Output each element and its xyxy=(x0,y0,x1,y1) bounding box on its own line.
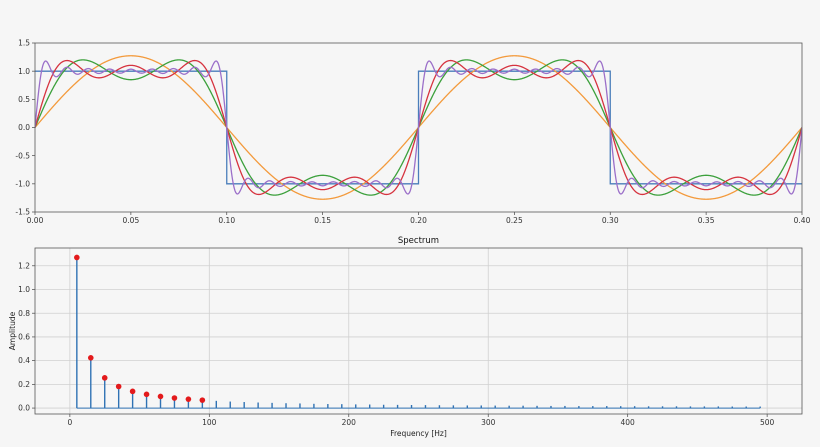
spectrum-y-tick-label: 1.2 xyxy=(18,261,30,270)
wave-y-tick-label: 0.0 xyxy=(18,123,30,132)
spectrum-x-tick-label: 400 xyxy=(621,418,636,427)
spectrum-peak-marker xyxy=(199,397,206,403)
wave-x-tick-label: 0.05 xyxy=(123,216,140,225)
spectrum-chart: Spectrum 0 100 200 300 400 500 0.0 0.2 0.4 0.6 0.8… xyxy=(8,236,803,438)
wave-x-tick-label: 0.00 xyxy=(27,216,44,225)
spectrum-frame xyxy=(34,247,803,415)
spectrum-x-tick-label: 100 xyxy=(202,418,217,427)
spectrum-plot-area xyxy=(35,248,802,414)
spectrum-grid xyxy=(35,248,802,414)
spectrum-peak-marker xyxy=(74,254,80,261)
wave-x-tick-label: 0.25 xyxy=(506,216,523,225)
spectrum-y-tick-label: 0.0 xyxy=(18,404,30,413)
spectrum-x-tick-label: 0 xyxy=(67,418,72,427)
spectrum-y-tick-label: 0.4 xyxy=(18,356,30,365)
spectrum-x-tick-label: 200 xyxy=(342,418,357,427)
wave-x-tick-label: 0.15 xyxy=(314,216,331,225)
wave-x-tick-label: 0.10 xyxy=(218,216,235,225)
spectrum-stems xyxy=(76,257,761,409)
spectrum-y-tick-label: 0.6 xyxy=(18,333,30,342)
spectrum-peak-marker xyxy=(185,396,192,402)
wave-x-tick-label: 0.40 xyxy=(794,216,811,225)
spectrum-ticks: 0 100 200 300 400 500 0.0 0.2 0.4 0.6 0.8 1.0 1.2 xyxy=(18,261,774,427)
wave-x-tick-label: 0.30 xyxy=(602,216,619,225)
wave-y-tick-label: -0.5 xyxy=(15,151,30,160)
wave-y-tick-label: 0.5 xyxy=(18,95,30,104)
spectrum-y-axis-label: Amplitude xyxy=(8,311,17,350)
spectrum-peak-marker xyxy=(87,354,94,361)
spectrum-peak-marker xyxy=(129,388,136,395)
wave-y-tick-label: 1.0 xyxy=(18,67,30,76)
spectrum-peak-marker xyxy=(157,393,164,400)
wave-y-tick-label: -1.0 xyxy=(15,179,30,188)
wave-y-tick-label: -1.5 xyxy=(15,208,30,217)
spectrum-title: Spectrum xyxy=(398,236,439,246)
waveform-series-group xyxy=(35,55,802,200)
spectrum-x-axis-label: Frequency [Hz] xyxy=(390,429,447,438)
waveform-ticks: 0.00 0.05 0.10 0.15 0.20 0.25 0.30 0.35 0.40 1.5 1… xyxy=(15,39,810,225)
spectrum-y-tick-label: 1.0 xyxy=(18,285,30,294)
wave-series-line-4 xyxy=(35,60,802,195)
wave-y-tick-label: 1.5 xyxy=(18,39,30,48)
spectrum-x-tick-label: 500 xyxy=(760,418,775,427)
spectrum-y-tick-label: 0.2 xyxy=(18,380,30,389)
wave-x-tick-label: 0.20 xyxy=(410,216,427,225)
spectrum-x-tick-label: 300 xyxy=(481,418,496,427)
wave-x-tick-label: 0.35 xyxy=(698,216,715,225)
spectrum-y-tick-label: 0.8 xyxy=(18,309,30,318)
spectrum-peak-marker xyxy=(171,395,178,401)
spectrum-peak-marker xyxy=(115,383,122,390)
spectrum-markers xyxy=(74,254,206,403)
spectrum-peak-marker xyxy=(101,375,108,381)
waveform-chart: 0.00 0.05 0.10 0.15 0.20 0.25 0.30 0.35 0.40 1.5 1… xyxy=(15,39,810,225)
waveform-frame xyxy=(34,42,803,213)
spectrum-peak-marker xyxy=(143,391,150,398)
